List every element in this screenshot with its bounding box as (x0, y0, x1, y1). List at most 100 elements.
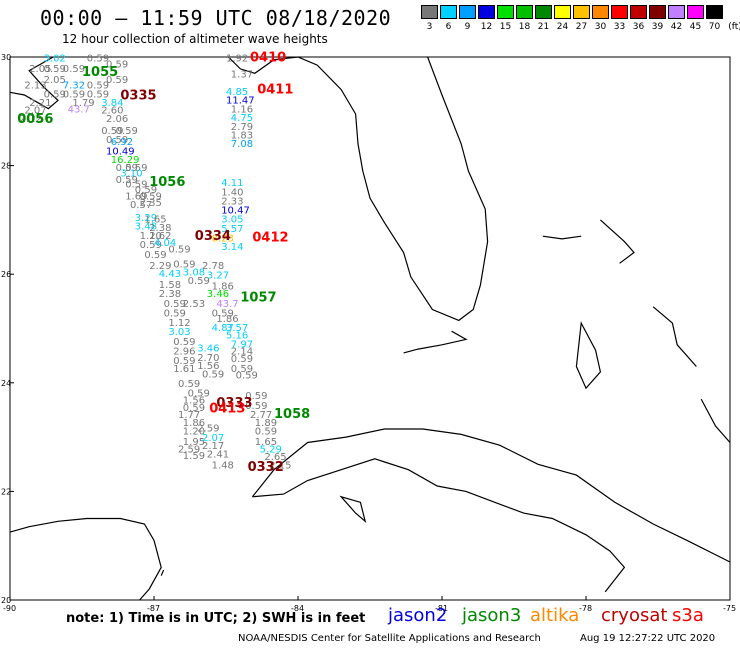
track-time-label: 0332 (248, 460, 284, 475)
footnote: note: 1) Time is in UTC; 2) SWH is in fe… (66, 611, 366, 626)
wave-height-label: 1.37 (231, 70, 253, 81)
wave-height-label: 1.77 (178, 410, 200, 421)
track-time-label: 0334 (195, 229, 231, 244)
wave-height-label: 0.59 (116, 175, 138, 186)
coast-louisiana-delta (9, 56, 59, 110)
wave-height-label: 0.59 (173, 356, 195, 367)
wave-height-label: 43.7 (216, 299, 238, 310)
track-time-label: 1058 (274, 407, 310, 422)
wave-height-label: 1.61 (173, 364, 195, 375)
wave-height-label: 0.59 (231, 354, 253, 365)
wave-height-label: 0.59 (188, 276, 210, 287)
lat-label: 24 (1, 379, 11, 388)
satellite-jason3: jason3 (462, 605, 522, 626)
wave-height-label: 2.13 (24, 80, 46, 91)
coast-eleuthera (652, 306, 697, 367)
wave-height-label: 16.29 (111, 155, 140, 166)
wave-height-label: 0.59 (168, 244, 190, 255)
wave-height-label: 4.85 (226, 87, 248, 98)
legend-label: 9 (464, 22, 471, 32)
legend-label: 45 (689, 22, 702, 32)
wave-height-label: 1.58 (159, 280, 181, 291)
wave-height-label: 4.04 (154, 238, 176, 249)
wave-height-label: 1.16 (231, 104, 253, 115)
wave-height-label: 4.75 (231, 113, 253, 124)
page-subtitle: 12 hour collection of altimeter wave hei… (62, 32, 328, 46)
wave-height-label: 4.11 (221, 178, 243, 189)
wave-height-label: 8.23 (212, 234, 234, 245)
wave-height-label: 4.87 (212, 323, 234, 334)
coast-long-island (700, 398, 731, 443)
wave-height-label: 0.59 (173, 260, 195, 271)
wave-height-label: 1.79 (72, 98, 94, 109)
track-time-label: 1056 (149, 175, 185, 190)
wave-height-label: 3.46 (197, 343, 219, 354)
coast-andros (575, 321, 602, 390)
legend-swatch-3 (421, 5, 438, 19)
wave-height-label: 1.83 (231, 130, 253, 141)
wave-height-label: 0.59 (125, 179, 147, 190)
wave-height-label: 0.59 (236, 370, 258, 381)
wave-height-label: 2.14 (231, 347, 253, 358)
wave-height-label: 0.59 (87, 53, 109, 64)
wave-height-label: 0.59 (63, 90, 85, 101)
lat-label: 20 (1, 596, 11, 605)
track-time-label: 0333 (216, 396, 252, 411)
legend-label: 36 (632, 22, 645, 32)
wave-height-label: 0.59 (164, 299, 186, 310)
legend-swatch-9 (459, 5, 476, 19)
legend-label: 33 (613, 22, 626, 32)
legend-label: 18 (518, 22, 531, 32)
wave-height-label: 0.59 (183, 403, 205, 414)
wave-height-label: 2.15 (269, 461, 291, 472)
wave-height-label: 0.59 (44, 90, 66, 101)
wave-height-label: 0.59 (140, 240, 162, 251)
coast-abaco (599, 219, 635, 264)
wave-height-label: 1.86 (183, 418, 205, 429)
wave-height-label: 5.16 (226, 330, 248, 341)
track-time-label: 0413 (209, 402, 245, 417)
wave-height-label: 1.48 (212, 461, 234, 472)
legend-swatch-36 (630, 5, 647, 19)
wave-height-label: 1.69 (125, 191, 147, 202)
wave-height-label: 6.92 (111, 137, 133, 148)
wave-height-label: 2.79 (231, 122, 253, 133)
track-time-label: 0410 (250, 50, 286, 65)
wave-height-label: 2.62 (149, 231, 171, 242)
wave-height-label: 0.59 (116, 163, 138, 174)
wave-height-label: 0.59 (116, 126, 138, 137)
wave-height-label: 7.97 (231, 340, 253, 351)
wave-height-label: 2.05 (29, 64, 51, 75)
wave-height-label: 0.59 (106, 135, 128, 146)
wave-height-label: 7.32 (63, 80, 85, 91)
wave-height-label: 0.59 (212, 309, 234, 320)
wave-height-label: 0.57 (130, 200, 152, 211)
lat-label: 28 (1, 162, 11, 171)
satellite-s3a: s3a (672, 605, 704, 626)
track-time-label: 0412 (252, 231, 288, 246)
credit-line: NOAA/NESDIS Center for Satellite Applica… (238, 633, 541, 644)
wave-height-label: 1.86 (216, 314, 238, 325)
wave-height-label: 2.06 (106, 114, 128, 125)
wave-height-label: 2.12 (20, 114, 42, 125)
wave-height-label: 7.08 (231, 139, 253, 150)
track-time-label: 0335 (120, 88, 156, 103)
wave-height-label: 2.21 (29, 98, 51, 109)
legend-label: 39 (651, 22, 664, 32)
wave-height-label: 2.07 (202, 433, 224, 444)
wave-height-label: 0.59 (231, 364, 253, 375)
wave-height-label: 0.59 (245, 401, 267, 412)
lon-label: -87 (147, 604, 160, 613)
wave-height-label: 3.57 (226, 323, 248, 334)
wave-height-label: 0.59 (106, 75, 128, 86)
wave-height-label: 0.59 (140, 191, 162, 202)
wave-height-label: 0.59 (87, 80, 109, 91)
page-title: 00:00 – 11:59 UTC 08/18/2020 (40, 6, 392, 30)
legend-swatch-70 (706, 5, 723, 19)
wave-height-label: 3.29 (135, 213, 157, 224)
legend-label: 3 (426, 22, 433, 32)
wave-height-label: 2.35 (140, 198, 162, 209)
legend-swatch-33 (611, 5, 628, 19)
wave-height-label: 3.84 (101, 98, 123, 109)
